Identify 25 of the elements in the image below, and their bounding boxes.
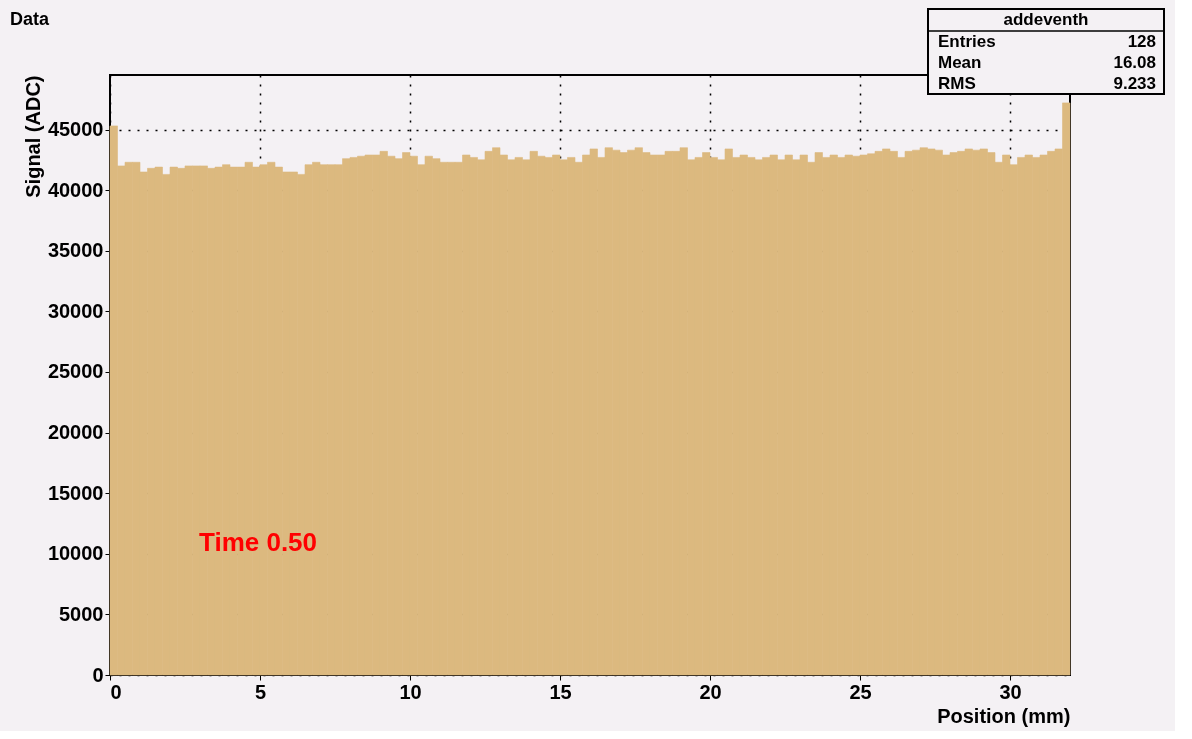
x-tick-label: 20: [699, 680, 722, 703]
y-tick-label: 0: [92, 663, 104, 686]
text: addeventh: [1003, 10, 1089, 29]
x-tick-label: 10: [399, 680, 422, 703]
y-tick-label: 10000: [47, 542, 104, 565]
x-tick-label: 25: [849, 680, 872, 703]
text: Entries 128: [938, 32, 1156, 51]
annotation: Time 0.50: [199, 527, 318, 557]
text: Mean 16.08: [938, 53, 1156, 72]
y-tick-label: 40000: [47, 178, 104, 201]
y-tick-label: 15000: [47, 481, 104, 504]
x-tick-label: 0: [110, 680, 122, 703]
y-tick-label: 45000: [47, 118, 104, 141]
y-tick-label: 20000: [47, 421, 104, 444]
y-tick-label: 5000: [59, 602, 104, 625]
x-tick-label: 15: [549, 680, 572, 703]
y-tick-label: 35000: [47, 239, 104, 262]
x-tick-label: 5: [254, 680, 267, 703]
y-tick-label: 30000: [47, 299, 104, 322]
y-tick-label: 25000: [47, 360, 104, 383]
x-axis-title: Position (mm): [937, 704, 1071, 727]
text: RMS 9.233: [938, 74, 1156, 93]
chart-title: Data: [10, 9, 50, 29]
y-axis-title: Signal (ADC): [21, 75, 44, 198]
x-tick-label: 30: [999, 680, 1022, 703]
